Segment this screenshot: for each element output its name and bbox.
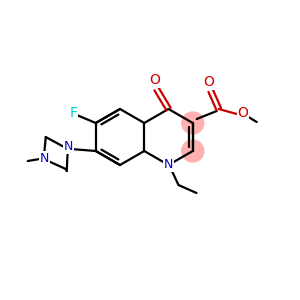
Text: N: N (64, 140, 74, 154)
Circle shape (182, 112, 204, 134)
Text: O: O (237, 106, 248, 120)
Text: F: F (70, 106, 78, 120)
Text: N: N (40, 152, 50, 164)
Text: O: O (203, 75, 214, 89)
Circle shape (182, 140, 204, 162)
Text: N: N (164, 158, 173, 172)
Text: O: O (149, 73, 160, 87)
